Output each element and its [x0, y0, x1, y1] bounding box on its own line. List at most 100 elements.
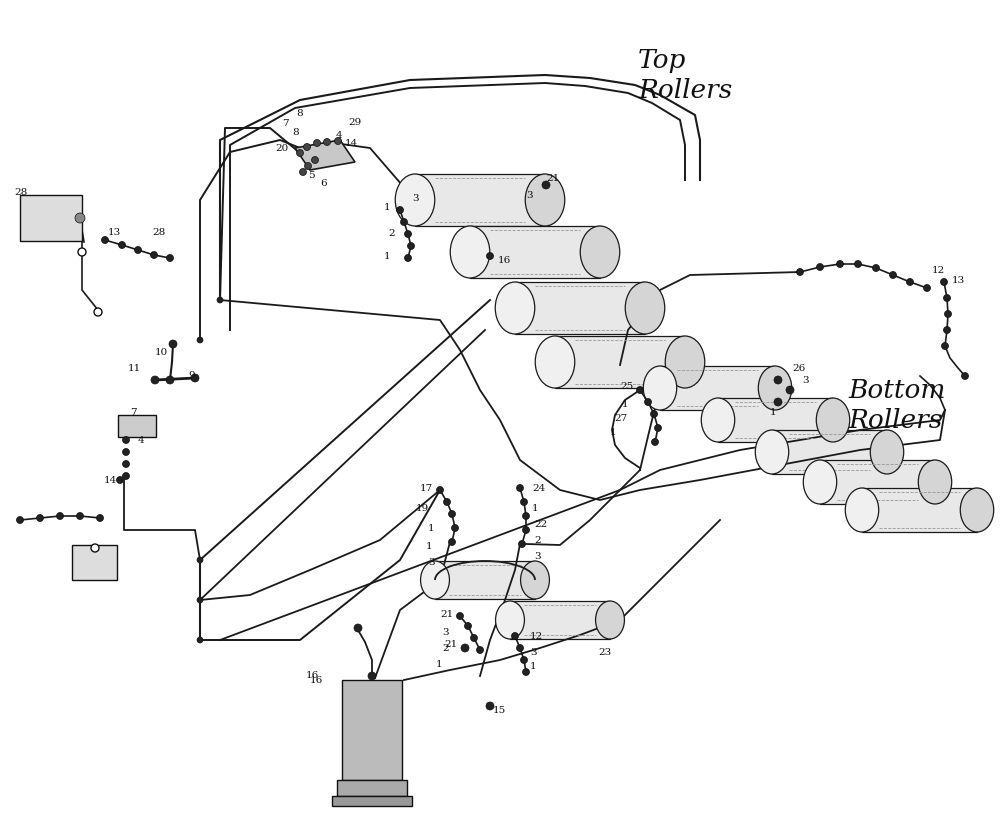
Text: 3: 3 — [530, 648, 537, 657]
Circle shape — [449, 511, 456, 517]
Polygon shape — [470, 226, 600, 278]
Ellipse shape — [803, 460, 837, 504]
Text: 21: 21 — [440, 610, 453, 618]
Circle shape — [520, 657, 528, 664]
Circle shape — [786, 386, 794, 394]
Circle shape — [314, 139, 321, 146]
Circle shape — [906, 279, 914, 286]
Circle shape — [542, 181, 550, 189]
Text: 1: 1 — [426, 542, 433, 550]
Circle shape — [17, 517, 24, 523]
Circle shape — [78, 248, 86, 256]
Circle shape — [836, 260, 844, 267]
Ellipse shape — [643, 366, 677, 410]
Circle shape — [37, 514, 44, 522]
Circle shape — [654, 424, 662, 432]
Text: 26: 26 — [792, 364, 805, 372]
Ellipse shape — [495, 282, 535, 334]
Text: 8: 8 — [292, 128, 299, 137]
Text: 1: 1 — [384, 202, 391, 212]
Text: 27: 27 — [614, 413, 627, 423]
Circle shape — [471, 634, 478, 642]
Text: 16: 16 — [498, 255, 511, 265]
Text: 13: 13 — [952, 276, 965, 285]
Circle shape — [650, 411, 658, 417]
Text: 12: 12 — [530, 632, 543, 641]
Text: 28: 28 — [152, 228, 165, 237]
Circle shape — [457, 612, 464, 620]
Polygon shape — [772, 430, 887, 474]
Text: 1: 1 — [610, 428, 617, 437]
Text: 6: 6 — [320, 179, 327, 187]
Circle shape — [75, 213, 85, 223]
Text: 1: 1 — [532, 503, 539, 512]
Circle shape — [890, 271, 896, 279]
Circle shape — [123, 460, 130, 468]
Circle shape — [774, 398, 782, 406]
Circle shape — [774, 376, 782, 384]
Circle shape — [644, 398, 652, 406]
Circle shape — [652, 438, 658, 445]
Circle shape — [77, 512, 84, 519]
Circle shape — [217, 297, 223, 303]
Polygon shape — [20, 195, 82, 241]
Ellipse shape — [701, 398, 735, 442]
Circle shape — [486, 702, 494, 710]
Ellipse shape — [960, 488, 994, 532]
Polygon shape — [72, 545, 117, 580]
Text: 20: 20 — [275, 144, 288, 153]
Text: 11: 11 — [128, 364, 141, 372]
Circle shape — [169, 340, 177, 348]
Circle shape — [461, 644, 469, 652]
Ellipse shape — [535, 336, 575, 388]
Text: 12: 12 — [932, 265, 945, 275]
Circle shape — [57, 512, 64, 519]
Circle shape — [796, 269, 804, 276]
Circle shape — [942, 343, 948, 349]
Text: 1: 1 — [384, 251, 391, 260]
Circle shape — [135, 246, 142, 254]
Text: 3: 3 — [802, 375, 809, 385]
Text: 1: 1 — [436, 659, 443, 669]
Text: 17: 17 — [420, 484, 433, 492]
Polygon shape — [118, 415, 156, 437]
Ellipse shape — [521, 561, 549, 599]
Circle shape — [520, 498, 528, 506]
Circle shape — [397, 207, 404, 213]
Circle shape — [944, 327, 950, 333]
Circle shape — [304, 144, 311, 150]
Polygon shape — [862, 488, 977, 532]
Circle shape — [872, 265, 880, 271]
Text: 15: 15 — [493, 706, 506, 715]
Polygon shape — [555, 336, 685, 388]
Polygon shape — [660, 366, 775, 410]
Text: 13: 13 — [108, 228, 121, 237]
Circle shape — [816, 264, 824, 270]
Text: 4: 4 — [138, 435, 145, 444]
Text: 3: 3 — [442, 627, 449, 637]
Circle shape — [117, 476, 124, 484]
Text: 21: 21 — [444, 639, 457, 648]
Circle shape — [94, 308, 102, 316]
Text: 3: 3 — [526, 191, 533, 200]
Polygon shape — [332, 796, 412, 806]
Polygon shape — [415, 174, 545, 226]
Polygon shape — [337, 780, 407, 796]
Circle shape — [119, 242, 126, 249]
Polygon shape — [820, 460, 935, 504]
Circle shape — [197, 637, 203, 643]
Circle shape — [444, 498, 451, 506]
Circle shape — [944, 295, 950, 302]
Circle shape — [408, 243, 415, 249]
Circle shape — [405, 255, 412, 261]
Text: 2: 2 — [442, 643, 449, 653]
Circle shape — [518, 540, 526, 548]
Text: 2: 2 — [534, 536, 541, 544]
Circle shape — [487, 253, 494, 260]
Circle shape — [197, 557, 203, 563]
Circle shape — [516, 485, 524, 491]
Circle shape — [166, 376, 174, 384]
Circle shape — [477, 647, 484, 654]
Circle shape — [465, 622, 472, 629]
Ellipse shape — [758, 366, 792, 410]
